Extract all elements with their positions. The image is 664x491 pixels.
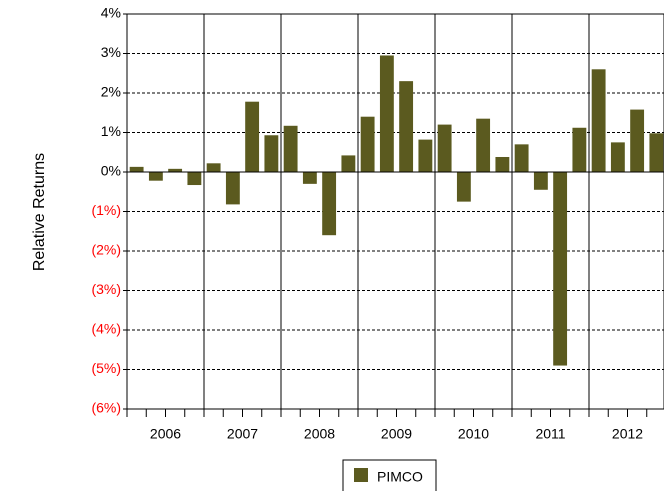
x-tick-label: 2007: [227, 426, 258, 442]
bar: [379, 55, 394, 172]
bar: [495, 156, 510, 172]
bar: [437, 124, 452, 172]
y-tick-label: (3%): [91, 281, 121, 297]
bar: [360, 116, 375, 172]
bar: [399, 81, 414, 172]
plot-frame: [126, 13, 664, 410]
legend-swatch: [354, 468, 368, 482]
x-tick-label: 2011: [535, 426, 565, 442]
bar: [206, 163, 221, 172]
bar: [610, 142, 625, 172]
bar: [553, 172, 568, 366]
bar: [341, 155, 356, 172]
bar: [245, 101, 260, 172]
y-tick-label: 3%: [101, 44, 121, 60]
bar: [302, 172, 317, 184]
x-tick-label: 2006: [150, 426, 181, 442]
bar: [168, 168, 183, 172]
y-tick-label: (1%): [91, 202, 121, 218]
bar: [283, 125, 298, 172]
y-tick-label: (2%): [91, 242, 121, 258]
y-tick-label: 2%: [101, 84, 121, 100]
bar: [572, 127, 587, 172]
bar: [456, 172, 471, 202]
bar: [148, 172, 163, 181]
bar: [264, 135, 279, 172]
bar: [476, 118, 491, 172]
bar: [533, 172, 548, 190]
x-tick-label: 2012: [612, 426, 643, 442]
bar: [514, 144, 529, 172]
bar: [649, 133, 664, 172]
bar: [225, 172, 240, 205]
y-tick-label: (6%): [91, 400, 121, 416]
x-tick-label: 2009: [381, 426, 412, 442]
bar: [322, 172, 337, 236]
y-tick-label: 1%: [101, 123, 121, 139]
legend: PIMCO: [342, 459, 437, 491]
bar: [418, 139, 433, 172]
bar: [129, 166, 144, 172]
y-tick-label: 0%: [101, 163, 121, 179]
y-tick-label: 4%: [101, 5, 121, 21]
bar: [630, 109, 645, 172]
y-tick-label: (5%): [91, 360, 121, 376]
x-tick-label: 2008: [304, 426, 335, 442]
x-tick-label: 2010: [458, 426, 489, 442]
y-axis-label: Relative Returns: [31, 153, 48, 271]
bar: [591, 69, 606, 172]
legend-label: PIMCO: [377, 469, 423, 485]
bar: [187, 172, 202, 186]
y-tick-label: (4%): [91, 321, 121, 337]
